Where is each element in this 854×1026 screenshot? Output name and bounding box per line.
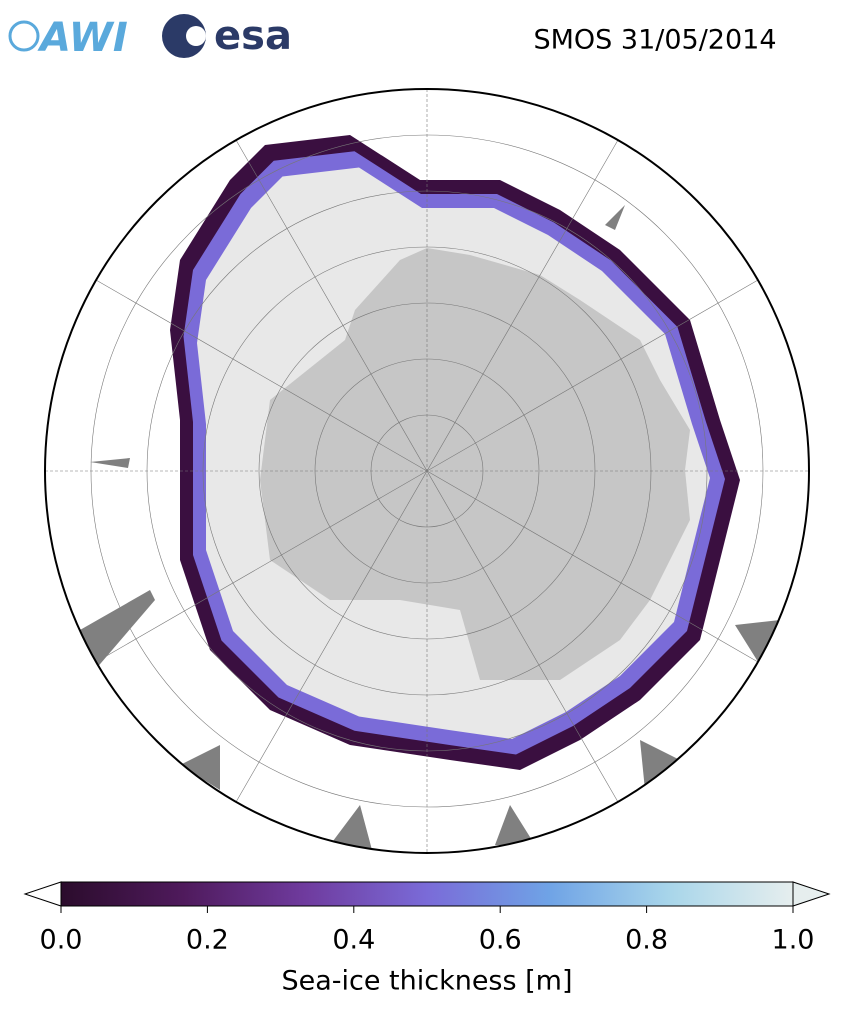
logo-awi: AWI	[8, 15, 128, 61]
graticule	[45, 89, 809, 853]
tick-label: 0.8	[625, 925, 668, 956]
colorbar: 0.0 0.2 0.4 0.6 0.8 1.0	[23, 881, 831, 956]
tick-label: 0.6	[479, 925, 522, 956]
map	[45, 89, 809, 853]
tick-label: 0.4	[332, 925, 375, 956]
colorbar-extend-high	[792, 881, 831, 907]
tick-label: 0.2	[186, 925, 229, 956]
tick-label: 0.0	[40, 925, 83, 956]
tick-label: 1.0	[772, 925, 815, 956]
map-title: SMOS 31/05/2014	[533, 25, 776, 56]
colorbar-label: Sea-ice thickness [m]	[281, 966, 572, 997]
land	[80, 205, 780, 850]
map-border	[44, 88, 810, 854]
logo-esa: esa	[162, 13, 292, 59]
logo-text: AWI	[37, 15, 128, 61]
logo-text: esa	[214, 13, 292, 59]
colorbar-body	[60, 881, 794, 907]
antarctica	[260, 248, 690, 680]
colorbar-extend-low	[23, 881, 62, 907]
